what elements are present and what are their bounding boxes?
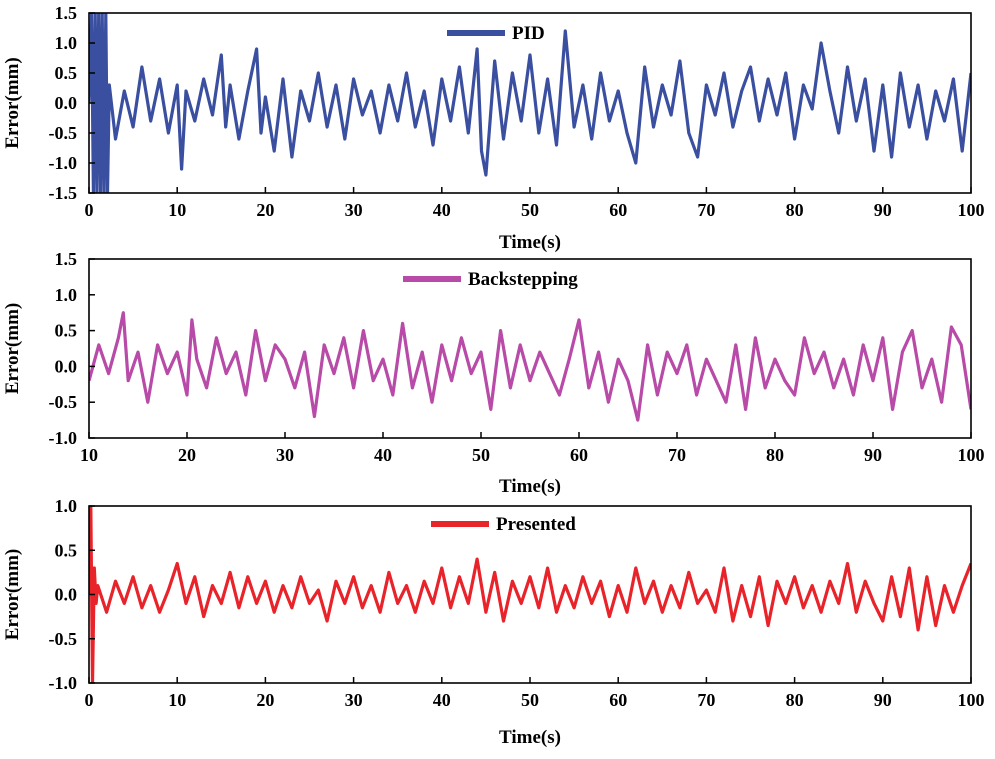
chart-1-y-tick-label: -1.0 (49, 428, 78, 448)
chart-1-y-axis-title: Error(mm) (2, 303, 23, 394)
chart-2-y-tick-label: 0.5 (55, 540, 78, 560)
chart-0-x-tick-label: 90 (874, 200, 892, 220)
chart-0-x-tick-label: 80 (786, 200, 804, 220)
chart-2-x-tick-label: 10 (168, 690, 186, 710)
chart-1-x-tick-label: 40 (374, 445, 392, 465)
chart-2-x-tick-label: 40 (433, 690, 451, 710)
chart-0-y-tick-label: -0.5 (49, 123, 78, 143)
chart-0-legend-label: PID (512, 23, 545, 44)
chart-2-y-tick-label: -0.5 (49, 629, 78, 649)
chart-2-x-tick-label: 30 (345, 690, 363, 710)
chart-2-x-tick-label: 90 (874, 690, 892, 710)
chart-1-legend-label: Backstepping (468, 269, 578, 290)
chart-1-x-tick-label: 80 (766, 445, 784, 465)
chart-0-x-axis-title: Time(s) (499, 232, 561, 253)
chart-2-y-axis-title: Error(mm) (2, 549, 23, 640)
chart-1-series-line-0 (89, 311, 971, 422)
chart-0-x-tick-label: 0 (85, 200, 94, 220)
chart-0-x-tick-label: 50 (521, 200, 539, 220)
chart-0-series-line-0 (89, 13, 971, 193)
chart-2-x-tick-label: 100 (958, 690, 985, 710)
chart-1-y-tick-label: 0.5 (55, 321, 78, 341)
chart-0-x-tick-label: 40 (433, 200, 451, 220)
chart-1-y-tick-label: 0.0 (55, 356, 78, 376)
chart-1-x-tick-label: 10 (80, 445, 98, 465)
chart-0-x-tick-label: 100 (958, 200, 985, 220)
chart-0-x-tick-label: 60 (609, 200, 627, 220)
chart-2-x-tick-label: 20 (256, 690, 274, 710)
chart-2-x-tick-label: 50 (521, 690, 539, 710)
chart-1-x-tick-label: 20 (178, 445, 196, 465)
chart-2-x-tick-label: 60 (609, 690, 627, 710)
chart-1-y-tick-label: -0.5 (49, 392, 78, 412)
chart-0-y-tick-label: -1.5 (49, 183, 78, 203)
chart-1-y-tick-label: 1.5 (55, 249, 78, 269)
chart-0-y-tick-label: 0.5 (55, 63, 78, 83)
chart-1-x-tick-label: 90 (864, 445, 882, 465)
chart-1-x-tick-label: 100 (958, 445, 985, 465)
chart-1-y-tick-label: 1.0 (55, 285, 78, 305)
chart-0-x-tick-label: 10 (168, 200, 186, 220)
chart-0-y-tick-label: 1.0 (55, 33, 78, 53)
chart-2-x-tick-label: 70 (697, 690, 715, 710)
chart-1-x-tick-label: 30 (276, 445, 294, 465)
chart-presented: Presented 0 10 20 30 40 50 60 70 80 90 100 -1.0 -0.5 0… (2, 496, 985, 748)
chart-backstepping: Backstepping 10 20 30 40 50 60 70 80 90 100 -1.0 -0.… (2, 249, 985, 497)
chart-0-x-tick-label: 20 (256, 200, 274, 220)
chart-0-x-tick-label: 70 (697, 200, 715, 220)
chart-2-x-axis-title: Time(s) (499, 727, 561, 748)
chart-1-x-tick-label: 60 (570, 445, 588, 465)
chart-1-x-tick-label: 70 (668, 445, 686, 465)
chart-2-y-tick-label: 0.0 (55, 585, 78, 605)
chart-1-x-axis-title: Time(s) (499, 476, 561, 497)
chart-2-x-tick-label: 0 (85, 690, 94, 710)
chart-1-plot-frame (88, 258, 972, 439)
chart-2-series-line-0 (89, 506, 971, 683)
chart-2-y-tick-label: 1.0 (55, 496, 78, 516)
chart-0-y-tick-label: -1.0 (49, 153, 78, 173)
chart-2-x-tick-label: 80 (786, 690, 804, 710)
chart-2-y-tick-label: -1.0 (49, 673, 78, 693)
chart-0-y-tick-label: 0.0 (55, 93, 78, 113)
chart-0-y-tick-label: 1.5 (55, 3, 78, 23)
chart-1-x-tick-label: 50 (472, 445, 490, 465)
chart-pid: PID 0 10 20 30 40 50 60 70 80 90 100 -1.5 -1.0 -0.5 0.0… (2, 3, 985, 253)
chart-0-y-axis-title: Error(mm) (2, 57, 23, 148)
chart-0-x-tick-label: 30 (345, 200, 363, 220)
chart-2-legend-label: Presented (496, 514, 576, 535)
